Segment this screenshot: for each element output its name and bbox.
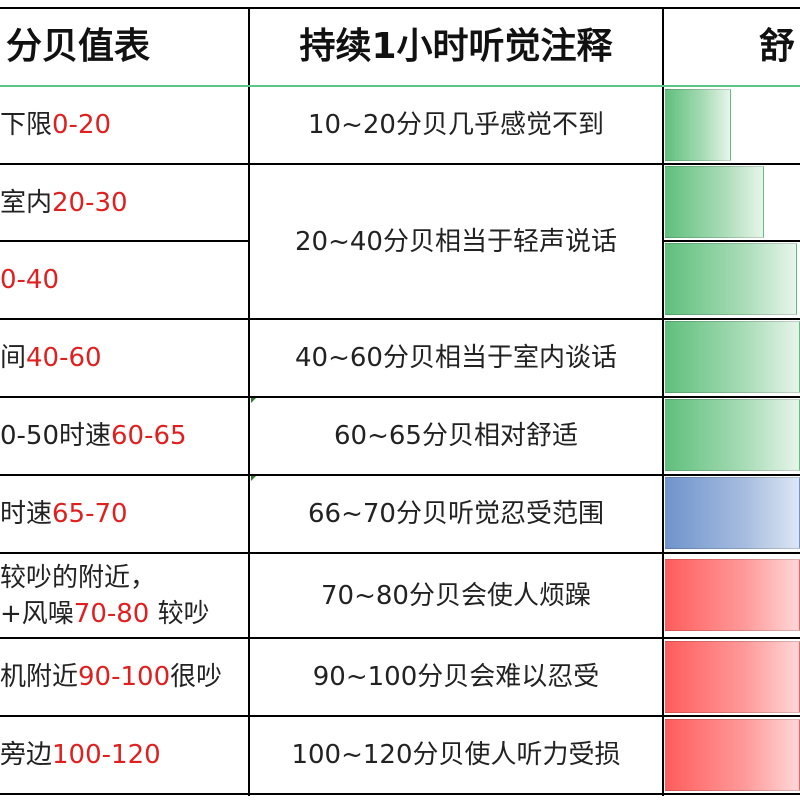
loudness-label: 较吵 bbox=[149, 598, 210, 629]
scenario-label: 时速 bbox=[0, 499, 53, 529]
header-decibel-table: 分贝值表 bbox=[6, 26, 151, 67]
loudness-label: 很吵 bbox=[170, 662, 223, 692]
decibel-range: 70-80 bbox=[73, 598, 150, 629]
decibel-range: 100-120 bbox=[52, 740, 161, 770]
scenario-row-1: 下限 0-20 bbox=[0, 87, 248, 163]
grid-line-row2-col1 bbox=[0, 240, 248, 242]
scenario-row-5: 0-50时速 60-65 bbox=[0, 398, 248, 474]
grid-line-row1 bbox=[0, 163, 800, 165]
grid-line-row7 bbox=[0, 637, 800, 639]
decibel-range: 90-100 bbox=[78, 662, 171, 692]
scenario-row-8: 机附近 90-100 很吵 bbox=[0, 639, 248, 715]
scenario-label: +风噪 bbox=[0, 598, 74, 629]
comfort-bar-4 bbox=[665, 321, 800, 393]
grid-line-row8 bbox=[0, 715, 800, 717]
grid-line-top bbox=[0, 7, 800, 9]
decibel-range: 0-40 bbox=[0, 265, 60, 295]
scenario-label: 室内 bbox=[0, 187, 53, 218]
scenario-row-2: 室内 20-30 bbox=[0, 165, 248, 240]
scenario-label: 下限 bbox=[0, 110, 53, 140]
grid-line-row4 bbox=[0, 396, 800, 398]
scenario-label: 0-50时速 bbox=[0, 421, 112, 451]
hearing-note-1: 10~20分贝几乎感觉不到 bbox=[308, 110, 604, 140]
scenario-row-6: 时速 65-70 bbox=[0, 476, 248, 552]
grid-line-row2-col3 bbox=[662, 240, 800, 242]
comfort-bar-2 bbox=[665, 166, 764, 238]
scenario-label-line1: 较吵的附近， bbox=[0, 562, 157, 593]
grid-line-row6 bbox=[0, 552, 800, 554]
decibel-range: 20-30 bbox=[52, 187, 128, 218]
header-comfort: 舒 bbox=[759, 26, 796, 67]
grid-line-bottom bbox=[0, 793, 800, 795]
cell-comment-marker bbox=[251, 398, 256, 403]
decibel-range: 60-65 bbox=[111, 421, 187, 451]
scenario-row-3: 0-40 bbox=[0, 242, 248, 318]
hearing-note-2: 20~40分贝相当于轻声说话 bbox=[295, 226, 617, 257]
scenario-label: 旁边 bbox=[0, 740, 53, 770]
comfort-bar-5 bbox=[665, 399, 800, 471]
hearing-note-9: 100~120分贝使人听力受损 bbox=[291, 740, 621, 770]
scenario-row-9: 旁边 100-120 bbox=[0, 717, 248, 793]
hearing-note-6: 66~70分贝听觉忍受范围 bbox=[308, 499, 604, 529]
comfort-bar-9 bbox=[665, 719, 800, 791]
hearing-note-8: 90~100分贝会难以忍受 bbox=[312, 662, 600, 692]
comfort-bar-1 bbox=[665, 89, 731, 161]
scenario-label: 间 bbox=[0, 343, 27, 373]
decibel-range: 65-70 bbox=[52, 499, 128, 529]
scenario-label: 机附近 bbox=[0, 662, 79, 692]
header-underline bbox=[0, 85, 800, 87]
decibel-range: 0-20 bbox=[52, 110, 112, 140]
grid-line-row3 bbox=[0, 318, 800, 320]
grid-line-col1-right bbox=[248, 8, 250, 796]
comfort-bar-3 bbox=[665, 243, 797, 315]
header-hearing-notes: 持续1小时听觉注释 bbox=[299, 26, 613, 67]
scenario-row-4: 间 40-60 bbox=[0, 320, 248, 396]
grid-line-col2-right bbox=[662, 8, 664, 796]
comfort-bar-6 bbox=[665, 477, 800, 549]
grid-line-row5 bbox=[0, 474, 800, 476]
scenario-row-7: 较吵的附近， +风噪70-80 较吵 bbox=[0, 554, 248, 637]
decibel-range: 40-60 bbox=[26, 343, 102, 373]
hearing-note-7: 70~80分贝会使人烦躁 bbox=[321, 580, 591, 611]
comfort-bar-7 bbox=[665, 559, 800, 631]
hearing-note-4: 40~60分贝相当于室内谈话 bbox=[295, 343, 617, 373]
comfort-bar-8 bbox=[665, 641, 800, 713]
cell-comment-marker bbox=[251, 476, 256, 481]
hearing-note-5: 60~65分贝相对舒适 bbox=[334, 421, 578, 451]
